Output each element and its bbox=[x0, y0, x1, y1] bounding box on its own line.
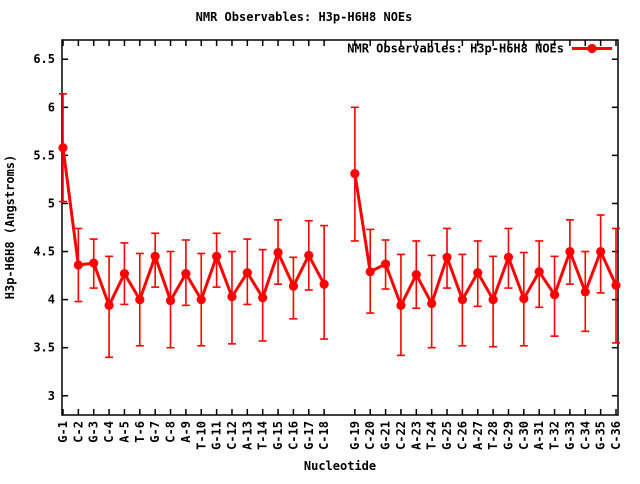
data-point-marker bbox=[427, 298, 437, 309]
x-tick-label: T-10 bbox=[194, 421, 208, 450]
x-tick-label: C-22 bbox=[394, 421, 408, 450]
data-point-marker bbox=[104, 300, 114, 310]
x-tick-label: A-9 bbox=[179, 421, 193, 443]
x-tick-label: G-19 bbox=[348, 421, 362, 450]
data-point-marker bbox=[196, 295, 206, 305]
series-line bbox=[61, 147, 326, 310]
x-tick-label: G-35 bbox=[594, 421, 608, 450]
y-tick-label: 6.5 bbox=[33, 52, 55, 66]
x-tick-label: G-17 bbox=[302, 421, 316, 450]
x-axis-title: Nucleotide bbox=[304, 459, 376, 473]
series-line bbox=[353, 173, 618, 310]
x-tick-label: C-18 bbox=[317, 421, 331, 450]
data-point-marker bbox=[212, 251, 222, 261]
data-point-marker bbox=[119, 269, 130, 279]
x-tick-label: T-6 bbox=[133, 421, 147, 443]
x-tick-label: C-4 bbox=[102, 421, 116, 443]
data-point-marker bbox=[288, 281, 299, 291]
y-tick-label: 4.5 bbox=[33, 245, 55, 259]
data-point-marker bbox=[457, 295, 467, 305]
x-tick-label: G-21 bbox=[379, 421, 393, 450]
data-point-marker bbox=[534, 267, 544, 277]
data-point-marker bbox=[580, 287, 590, 297]
y-axis-title: H3p-H6H8 (Angstroms) bbox=[3, 155, 17, 300]
x-tick-label: G-15 bbox=[271, 421, 285, 450]
data-point-marker bbox=[611, 280, 621, 290]
x-tick-label: A-13 bbox=[240, 421, 254, 450]
x-tick-label: G-3 bbox=[87, 421, 101, 443]
data-point-marker bbox=[181, 269, 191, 279]
y-tick-label: 4 bbox=[48, 293, 55, 307]
x-tick-label: C-12 bbox=[225, 421, 239, 450]
data-point-marker bbox=[304, 250, 314, 260]
legend: NMR Observables: H3p-H6H8 NOEs bbox=[347, 42, 612, 56]
y-tick-label: 3 bbox=[48, 389, 55, 403]
data-point-marker bbox=[150, 251, 160, 261]
y-tick-label: 6 bbox=[48, 100, 55, 114]
x-tick-label: C-16 bbox=[286, 421, 300, 450]
data-point-marker bbox=[565, 246, 575, 257]
x-tick-label: C-20 bbox=[363, 421, 377, 450]
legend-label: NMR Observables: H3p-H6H8 NOEs bbox=[347, 42, 564, 56]
x-tick-label: C-30 bbox=[517, 421, 531, 450]
data-point-marker bbox=[473, 268, 483, 278]
x-tick-label: T-32 bbox=[548, 421, 562, 450]
data-point-marker bbox=[273, 247, 283, 258]
data-point-marker bbox=[488, 295, 498, 305]
x-tick-label: C-2 bbox=[71, 421, 85, 443]
x-tick-label: T-24 bbox=[425, 421, 439, 450]
data-point-marker bbox=[380, 259, 391, 269]
data-point-marker bbox=[411, 270, 421, 280]
y-tick-label: 5 bbox=[48, 196, 55, 210]
x-tick-label: A-31 bbox=[532, 421, 546, 450]
chart-title: NMR Observables: H3p-H6H8 NOEs bbox=[196, 10, 413, 24]
plot-area: 3 3.5 4 4.5 5 5.5 6 6.5 G-1 C-2 G-3 C-4 A-5 T-6 G-7 C-8… bbox=[33, 39, 623, 450]
y-tick-label: 3.5 bbox=[33, 341, 55, 355]
x-tick-label: T-28 bbox=[486, 421, 500, 450]
data-point-marker bbox=[227, 292, 237, 302]
x-tick-label: C-36 bbox=[609, 421, 623, 450]
data-point-marker bbox=[350, 169, 360, 179]
x-tick-label: G-29 bbox=[501, 421, 515, 450]
x-tick-label: C-26 bbox=[455, 421, 469, 450]
x-tick-label: G-11 bbox=[210, 421, 224, 450]
data-point-marker bbox=[258, 293, 268, 303]
x-tick-label: G-7 bbox=[148, 421, 162, 443]
x-tick-label: A-5 bbox=[117, 421, 131, 443]
data-point-marker bbox=[519, 294, 529, 304]
data-point-marker bbox=[135, 295, 145, 305]
plot-border bbox=[61, 39, 619, 416]
data-point-marker bbox=[242, 268, 252, 278]
x-tick-label: G-1 bbox=[56, 421, 70, 443]
x-tick-label: G-33 bbox=[563, 421, 577, 450]
x-tick-label: C-8 bbox=[164, 421, 178, 443]
data-point-marker bbox=[165, 295, 176, 306]
x-tick-label: A-27 bbox=[471, 421, 485, 450]
data-point-marker bbox=[442, 252, 452, 262]
y-tick-label: 5.5 bbox=[33, 148, 55, 162]
data-point-marker bbox=[596, 246, 606, 257]
data-point-marker bbox=[503, 252, 514, 262]
data-point-marker bbox=[396, 300, 406, 310]
data-point-marker bbox=[365, 267, 375, 277]
data-point-marker bbox=[58, 143, 68, 153]
x-tick-label: G-25 bbox=[440, 421, 454, 450]
data-point-marker bbox=[73, 260, 83, 270]
x-tick-label: C-34 bbox=[578, 421, 592, 450]
legend-sample-point-icon bbox=[587, 43, 597, 54]
x-tick-label: T-14 bbox=[256, 421, 270, 450]
x-tick-label: A-23 bbox=[409, 421, 423, 450]
data-point-marker bbox=[319, 279, 329, 289]
data-point-marker bbox=[89, 258, 99, 268]
data-point-marker bbox=[549, 290, 560, 300]
